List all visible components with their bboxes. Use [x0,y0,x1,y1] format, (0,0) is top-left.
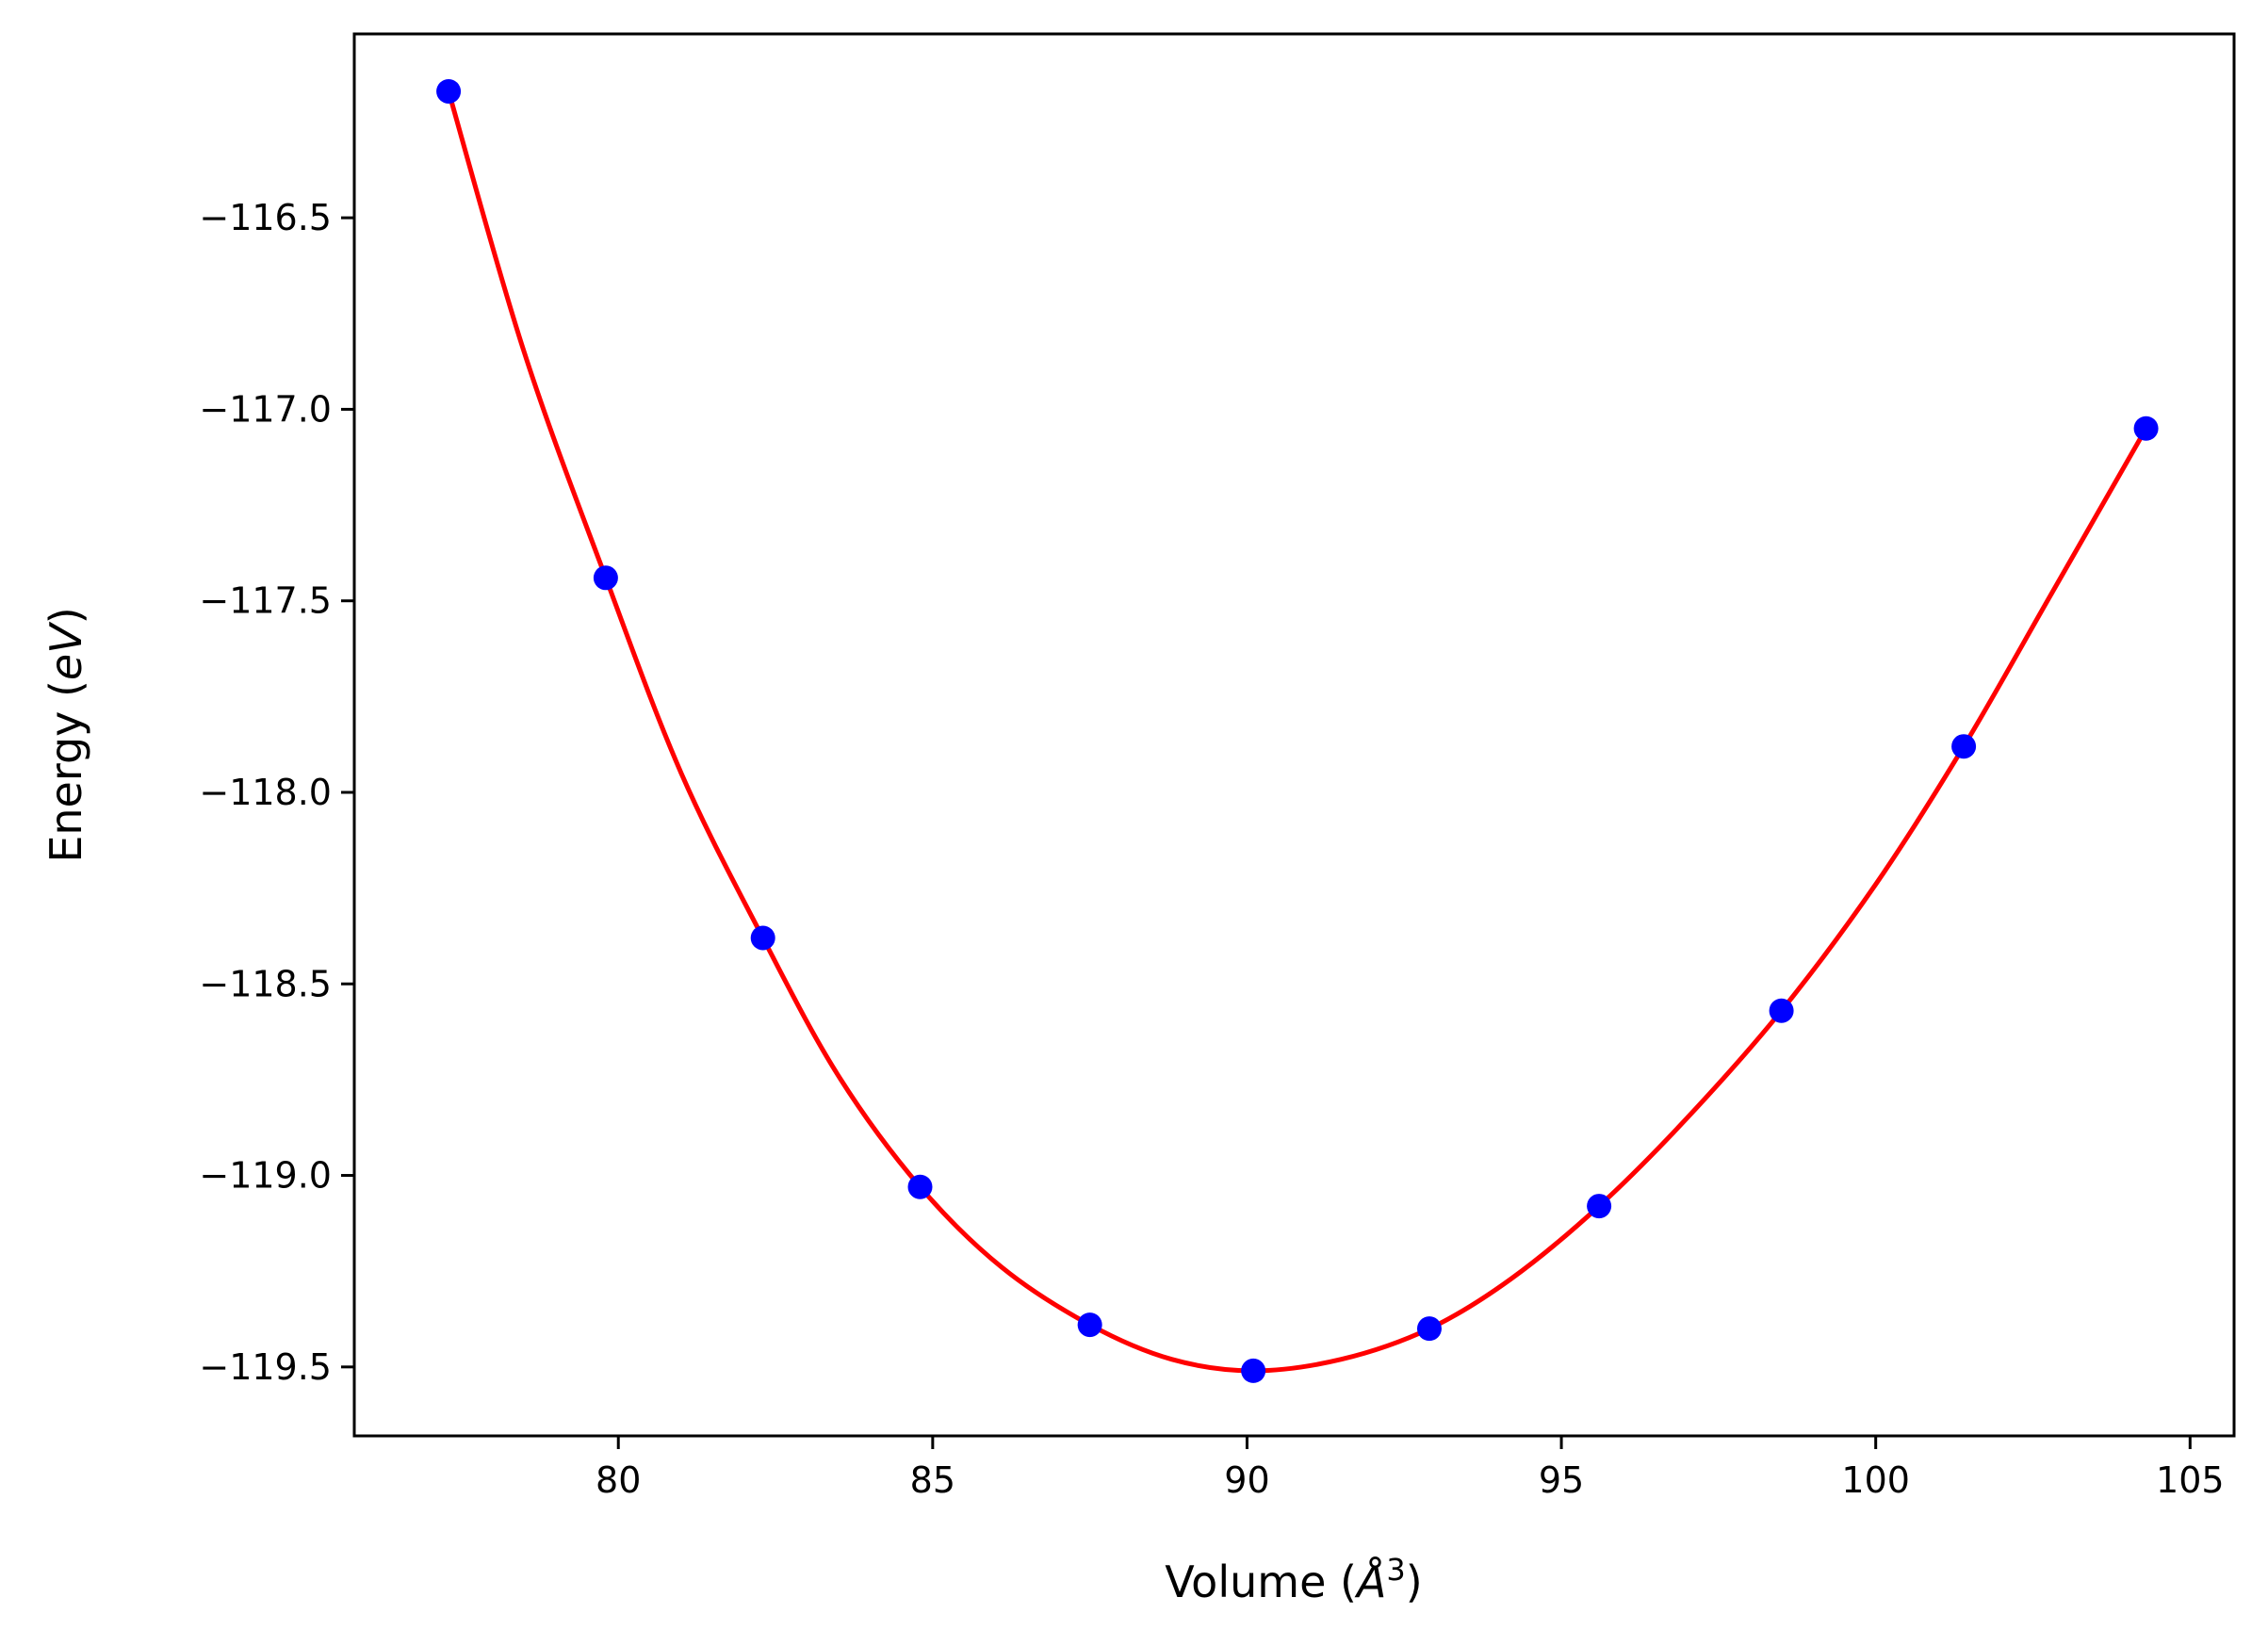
x-tick-label: 90 [1224,1459,1269,1501]
data-point [907,1174,933,1199]
x-tick-label: 105 [2156,1459,2225,1501]
axes-frame [352,32,2236,1438]
data-point [1951,734,1977,759]
y-tick-label: −116.5 [199,197,332,238]
x-tick-label: 80 [596,1459,641,1501]
x-tick-label: 100 [1841,1459,1910,1501]
data-point [436,78,462,104]
y-tick-label: −118.5 [199,963,332,1004]
y-tick-label: −117.5 [199,580,332,622]
y-tick-label: −117.0 [199,388,332,430]
y-tick-label: −119.5 [199,1346,332,1388]
data-point [1416,1316,1442,1342]
x-axis-title: Volume (Å3) [1165,1552,1422,1607]
data-point [593,565,618,591]
data-point [750,925,775,951]
y-tick-label: −119.0 [199,1155,332,1197]
fit-curve-line [446,89,2149,1374]
data-point [1769,998,1794,1023]
y-axis-title: Energy (eV) [41,607,91,862]
data-point [1587,1194,1612,1219]
data-point [1241,1358,1266,1383]
y-axis-ticks: −116.5 −117.0 −117.5 −118.0 −118.5 −119.0 −119… [199,197,354,1388]
data-point [1077,1312,1102,1338]
x-tick-label: 95 [1539,1459,1584,1501]
data-point [2133,416,2159,441]
y-tick-label: −118.0 [199,772,332,813]
x-axis-ticks: 80 85 90 95 100 105 [596,1436,2225,1501]
x-tick-label: 85 [910,1459,955,1501]
plot-area [436,78,2159,1383]
